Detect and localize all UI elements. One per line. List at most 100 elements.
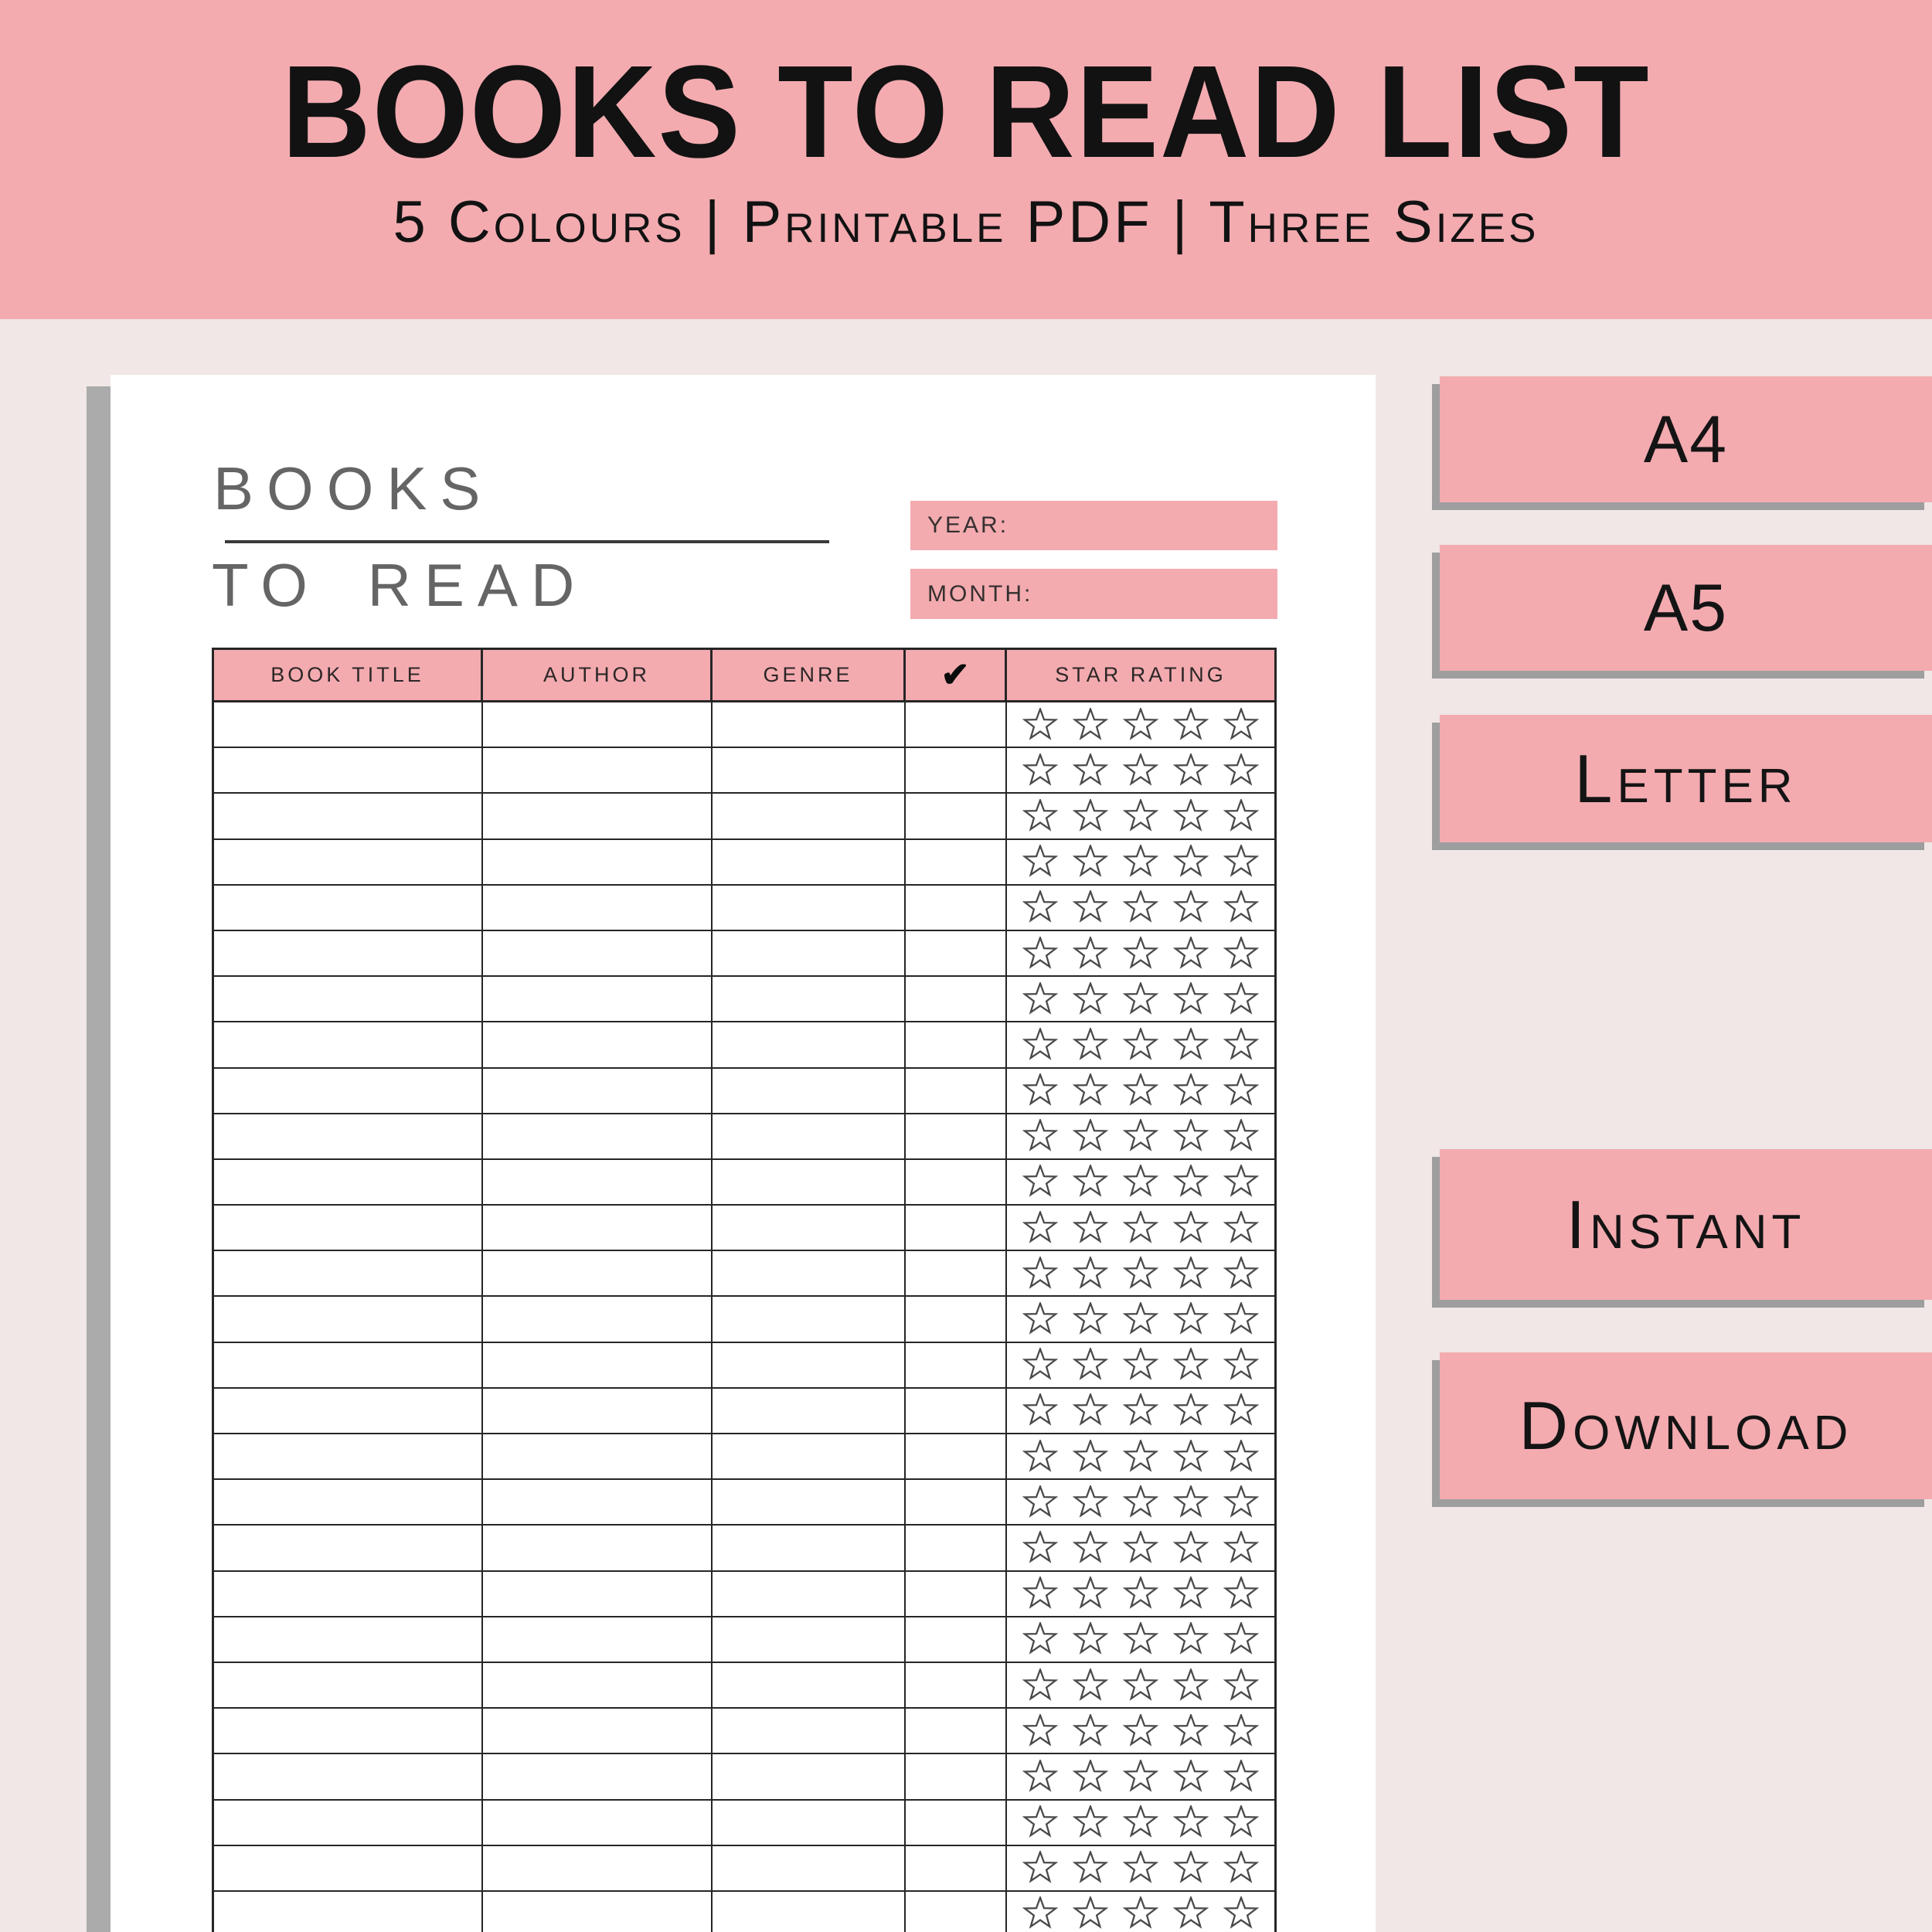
cell-author[interactable]: [481, 975, 713, 1023]
cell-book-title[interactable]: [212, 1386, 483, 1435]
star-icon[interactable]: [1072, 1439, 1108, 1474]
star-icon[interactable]: [1172, 1485, 1209, 1519]
star-icon[interactable]: [1122, 1302, 1158, 1336]
star-icon[interactable]: [1022, 1302, 1058, 1336]
cell-genre[interactable]: [710, 1021, 906, 1069]
star-icon[interactable]: [1172, 1805, 1209, 1839]
star-icon[interactable]: [1072, 1119, 1108, 1153]
cell-star-rating[interactable]: [1005, 1250, 1277, 1298]
star-icon[interactable]: [1223, 1256, 1259, 1291]
star-icon[interactable]: [1122, 1348, 1158, 1382]
star-icon[interactable]: [1223, 981, 1259, 1016]
cell-check[interactable]: [903, 1844, 1007, 1892]
star-icon[interactable]: [1223, 1119, 1259, 1153]
star-icon[interactable]: [1223, 1165, 1259, 1199]
star-icon[interactable]: [1022, 890, 1058, 924]
star-icon[interactable]: [1072, 1577, 1108, 1611]
star-icon[interactable]: [1223, 1851, 1259, 1885]
cell-genre[interactable]: [710, 700, 906, 749]
star-icon[interactable]: [1072, 1805, 1108, 1839]
cell-star-rating[interactable]: [1005, 1661, 1277, 1709]
star-icon[interactable]: [1022, 1256, 1058, 1291]
star-icon[interactable]: [1072, 1027, 1108, 1062]
star-icon[interactable]: [1223, 845, 1259, 879]
star-icon[interactable]: [1022, 753, 1058, 787]
cell-book-title[interactable]: [212, 792, 483, 840]
star-icon[interactable]: [1223, 1713, 1259, 1748]
cell-book-title[interactable]: [212, 1295, 483, 1343]
cell-book-title[interactable]: [212, 1066, 483, 1114]
cell-check[interactable]: [903, 1707, 1007, 1755]
star-icon[interactable]: [1072, 1896, 1108, 1930]
star-icon[interactable]: [1172, 1210, 1209, 1245]
cell-book-title[interactable]: [212, 1889, 483, 1932]
cell-genre[interactable]: [710, 1478, 906, 1526]
cell-star-rating[interactable]: [1005, 1753, 1277, 1801]
star-icon[interactable]: [1172, 1577, 1209, 1611]
cell-author[interactable]: [481, 1844, 713, 1892]
star-icon[interactable]: [1122, 1851, 1158, 1885]
cell-genre[interactable]: [710, 1066, 906, 1114]
star-icon[interactable]: [1072, 753, 1108, 787]
star-icon[interactable]: [1072, 845, 1108, 879]
star-icon[interactable]: [1223, 1348, 1259, 1382]
cell-check[interactable]: [903, 1798, 1007, 1846]
star-icon[interactable]: [1223, 1668, 1259, 1702]
cell-author[interactable]: [481, 1661, 713, 1709]
star-icon[interactable]: [1022, 1393, 1058, 1427]
star-icon[interactable]: [1072, 1622, 1108, 1656]
cell-check[interactable]: [903, 883, 1007, 931]
cell-book-title[interactable]: [212, 1021, 483, 1069]
cell-check[interactable]: [903, 1753, 1007, 1801]
star-icon[interactable]: [1122, 1805, 1158, 1839]
star-icon[interactable]: [1172, 1668, 1209, 1702]
star-icon[interactable]: [1122, 707, 1158, 742]
star-icon[interactable]: [1072, 1393, 1108, 1427]
star-icon[interactable]: [1172, 1119, 1209, 1153]
cell-check[interactable]: [903, 1570, 1007, 1617]
star-icon[interactable]: [1022, 1210, 1058, 1245]
cell-check[interactable]: [903, 1341, 1007, 1389]
star-icon[interactable]: [1223, 1210, 1259, 1245]
star-icon[interactable]: [1022, 1713, 1058, 1748]
cell-book-title[interactable]: [212, 838, 483, 886]
cell-author[interactable]: [481, 1250, 713, 1298]
cell-genre[interactable]: [710, 1570, 906, 1617]
star-icon[interactable]: [1022, 845, 1058, 879]
cell-author[interactable]: [481, 1341, 713, 1389]
star-icon[interactable]: [1172, 1622, 1209, 1656]
star-icon[interactable]: [1172, 1851, 1209, 1885]
star-icon[interactable]: [1122, 981, 1158, 1016]
cell-check[interactable]: [903, 975, 1007, 1023]
cell-book-title[interactable]: [212, 1661, 483, 1709]
star-icon[interactable]: [1223, 1530, 1259, 1565]
star-icon[interactable]: [1172, 936, 1209, 971]
cell-author[interactable]: [481, 700, 713, 749]
cell-book-title[interactable]: [212, 883, 483, 931]
star-icon[interactable]: [1172, 1896, 1209, 1930]
cell-author[interactable]: [481, 1707, 713, 1755]
cell-genre[interactable]: [710, 883, 906, 931]
cell-check[interactable]: [903, 1066, 1007, 1114]
star-icon[interactable]: [1072, 1210, 1108, 1245]
star-icon[interactable]: [1223, 1805, 1259, 1839]
star-icon[interactable]: [1122, 1256, 1158, 1291]
star-icon[interactable]: [1122, 1577, 1158, 1611]
cell-star-rating[interactable]: [1005, 1524, 1277, 1572]
star-icon[interactable]: [1172, 753, 1209, 787]
star-icon[interactable]: [1022, 1851, 1058, 1885]
cell-author[interactable]: [481, 1386, 713, 1435]
star-icon[interactable]: [1072, 1256, 1108, 1291]
star-icon[interactable]: [1022, 1027, 1058, 1062]
star-icon[interactable]: [1072, 1530, 1108, 1565]
cell-author[interactable]: [481, 1798, 713, 1846]
star-icon[interactable]: [1122, 798, 1158, 833]
star-icon[interactable]: [1072, 1759, 1108, 1794]
cell-star-rating[interactable]: [1005, 1844, 1277, 1892]
cell-book-title[interactable]: [212, 1341, 483, 1389]
cell-genre[interactable]: [710, 838, 906, 886]
star-icon[interactable]: [1122, 1393, 1158, 1427]
cell-star-rating[interactable]: [1005, 1295, 1277, 1343]
cell-author[interactable]: [481, 1570, 713, 1617]
star-icon[interactable]: [1122, 1622, 1158, 1656]
